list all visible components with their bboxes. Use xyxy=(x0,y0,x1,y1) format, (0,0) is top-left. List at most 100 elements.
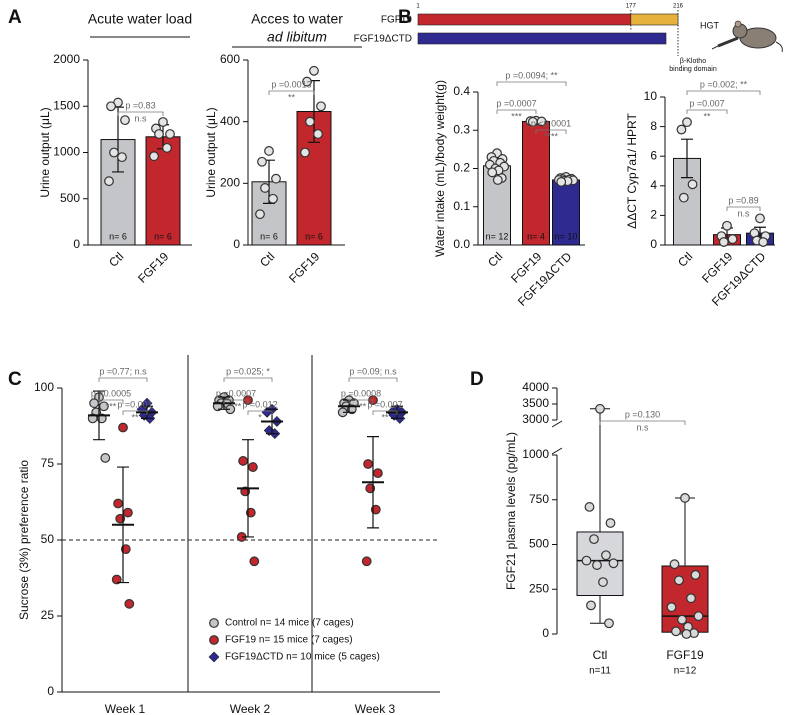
data-point xyxy=(669,559,680,570)
y-tick-label: 600 xyxy=(220,52,240,66)
x-tick-label: Ctl xyxy=(257,249,277,269)
data-point xyxy=(149,151,159,162)
data-point xyxy=(678,192,689,203)
data-point xyxy=(666,602,677,613)
data-point xyxy=(305,116,315,127)
data-point xyxy=(727,234,738,244)
data-point xyxy=(120,544,131,555)
n-label: n= 6 xyxy=(260,231,278,241)
y-axis-label: ΔΔCT Cyp7a1/ HPRT xyxy=(625,113,639,229)
significance-bracket xyxy=(496,81,567,86)
significance: ** xyxy=(703,111,711,121)
panel-letter: B xyxy=(398,7,412,28)
legend-marker xyxy=(208,651,220,663)
y-tick-label: 75 xyxy=(41,456,55,470)
y-tick-label: 50 xyxy=(41,532,55,546)
data-point xyxy=(115,513,126,524)
significance: *** xyxy=(356,401,367,411)
chart-title: Acces to water xyxy=(251,11,343,27)
construct-label: FGF19 xyxy=(381,15,413,26)
significance: n.s xyxy=(134,113,147,123)
data-point xyxy=(527,116,538,127)
data-point xyxy=(686,593,696,604)
significance-bracket xyxy=(247,410,273,415)
data-point xyxy=(687,179,698,190)
data-point xyxy=(676,124,687,135)
data-point xyxy=(755,213,765,224)
axis-break xyxy=(551,420,563,428)
mouse-icon xyxy=(711,20,783,53)
significance-bracket xyxy=(535,129,567,134)
data-point xyxy=(556,176,567,187)
data-point xyxy=(109,147,119,158)
p-value: p =0.001 xyxy=(117,399,152,409)
significance: *** xyxy=(231,401,242,411)
data-point xyxy=(671,626,681,637)
p-value: p <0.0001 xyxy=(531,118,571,128)
y-tick-label: 200 xyxy=(220,176,240,190)
data-point xyxy=(718,237,729,247)
significance-bracket xyxy=(372,410,398,415)
y-tick-label: 500 xyxy=(60,191,80,205)
y-tick-label: 0.3 xyxy=(453,122,470,136)
y-tick-label: 0.2 xyxy=(453,161,470,175)
significance-bracket xyxy=(348,399,374,404)
significance-bracket xyxy=(599,420,686,425)
significance: n.s xyxy=(636,422,649,432)
data-point xyxy=(165,129,175,139)
x-tick-label: Ctl xyxy=(106,249,126,269)
data-point xyxy=(122,507,133,518)
panel-letter: D xyxy=(470,369,484,390)
y-tick-label: 3500 xyxy=(522,396,549,410)
x-tick-label: FGF19 xyxy=(135,249,172,286)
p-value: p =0.0007 xyxy=(216,388,256,398)
y-tick-label: 100 xyxy=(34,380,54,394)
data-point xyxy=(598,577,608,587)
x-tick-label: Week 2 xyxy=(230,702,271,715)
legend-marker xyxy=(209,618,219,628)
y-tick-label: 10 xyxy=(644,89,658,103)
data-point xyxy=(682,117,692,128)
significance: * xyxy=(258,412,262,422)
significance: ** xyxy=(381,412,389,422)
data-point xyxy=(158,117,168,127)
data-point xyxy=(264,146,274,156)
significance: ** xyxy=(288,92,296,102)
data-point xyxy=(758,237,769,247)
y-tick-label: 0 xyxy=(233,237,240,251)
legend-label: FGF19ΔCTD n= 10 mice (5 cages) xyxy=(225,652,380,663)
data-point xyxy=(89,398,99,409)
panel-letter: C xyxy=(8,369,22,390)
data-point xyxy=(104,176,114,187)
data-point xyxy=(257,156,267,167)
bar xyxy=(552,179,580,246)
domain-bar xyxy=(630,13,679,26)
data-point xyxy=(255,209,265,220)
data-point xyxy=(595,403,605,414)
y-tick-label: 8 xyxy=(650,119,657,133)
y-tick-label: 0.4 xyxy=(453,84,470,98)
significance-bracket xyxy=(686,90,761,95)
hgt-label: HGT xyxy=(700,20,720,30)
n-label: n=12 xyxy=(674,666,697,677)
y-tick-label: 1500 xyxy=(53,98,80,112)
y-tick-label: 0 xyxy=(73,237,80,251)
data-point xyxy=(592,560,602,570)
x-tick-label: Week 3 xyxy=(355,702,396,715)
data-point xyxy=(363,459,374,469)
significance-bracket xyxy=(117,111,164,116)
data-point xyxy=(370,504,381,515)
data-point xyxy=(154,129,164,139)
legend-marker xyxy=(209,635,219,645)
data-point xyxy=(589,534,599,545)
data-point xyxy=(361,556,372,567)
data-point xyxy=(100,453,111,463)
y-tick-label: 250 xyxy=(529,581,549,595)
n-label: n= 4 xyxy=(527,231,545,241)
data-point xyxy=(681,629,692,639)
axis-break xyxy=(551,447,563,455)
significance-bracket xyxy=(223,377,273,382)
y-tick-label: 1000 xyxy=(522,447,549,461)
legend-label: Control n= 14 mice (7 cages) xyxy=(225,618,354,629)
